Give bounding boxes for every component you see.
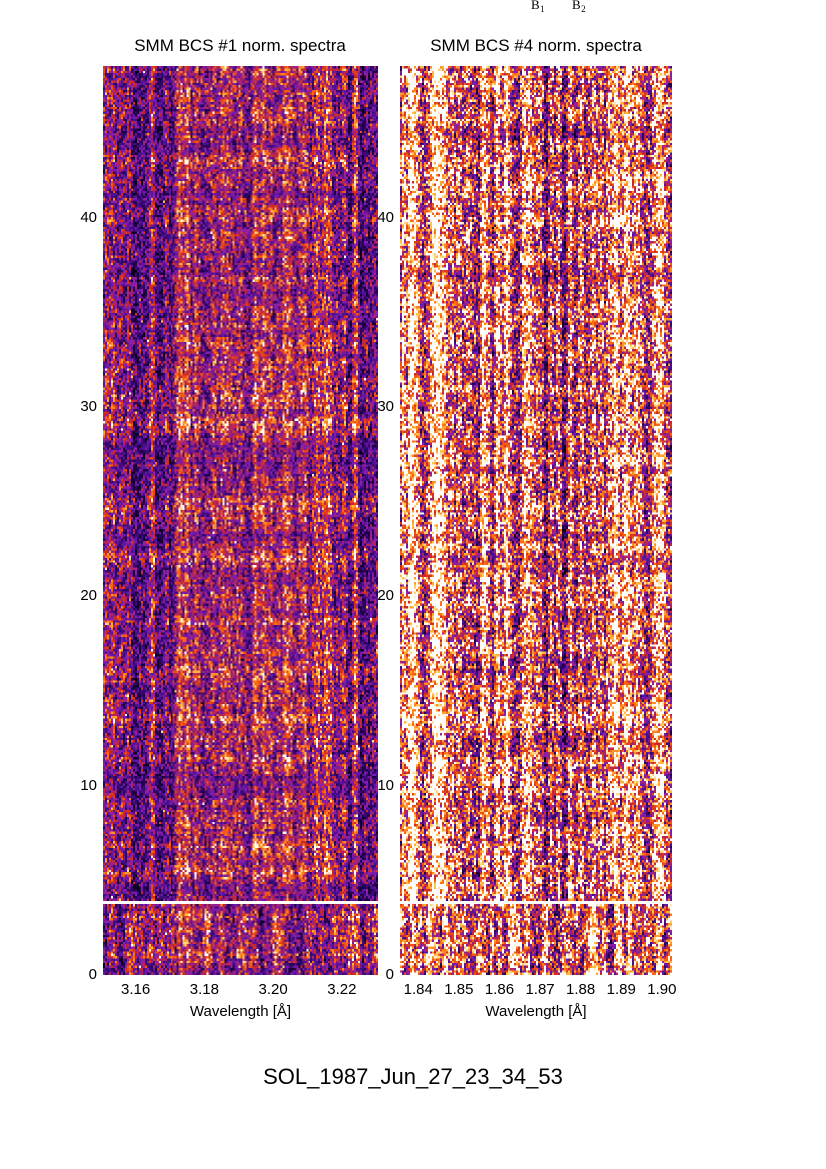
band-marker-subscript: 1 [540, 4, 545, 14]
xtick-bcs1-3_22: 3.22 [327, 981, 357, 998]
xaxis-label-bcs4: Wavelength [Å] [485, 1003, 587, 1020]
ytick-bcs4-20: 20 [377, 587, 394, 605]
xtick-bcs1-3_20: 3.20 [258, 981, 288, 998]
xtick-bcs4-1_85: 1.85 [444, 981, 474, 998]
band-marker-label: B [572, 0, 581, 12]
ytick-bcs1-20: 20 [80, 587, 97, 605]
band-marker-subscript: 2 [581, 4, 586, 14]
ytick-bcs1-30: 30 [80, 397, 97, 415]
spectrogram-image-bcs4-main [400, 66, 672, 901]
ytick-bcs4-30: 30 [377, 397, 394, 415]
ytick-bcs1-40: 40 [80, 208, 97, 226]
spectrogram-image-bcs1-main [103, 66, 378, 901]
band-marker-label: B [531, 0, 540, 12]
band-marker-b2: B2 [572, 0, 586, 14]
band-marker-b1: B1 [531, 0, 545, 14]
xtick-bcs4-1_87: 1.87 [525, 981, 555, 998]
panel-title-bcs4: SMM BCS #4 norm. spectra [430, 36, 642, 55]
spectrogram-image-bcs1-footer [103, 904, 378, 975]
figure-caption: SOL_1987_Jun_27_23_34_53 [263, 1064, 563, 1089]
ytick-bcs4-40: 40 [377, 208, 394, 226]
xtick-bcs1-3_18: 3.18 [189, 981, 219, 998]
ytick-bcs1-0: 0 [88, 966, 97, 983]
ytick-bcs1-10: 10 [80, 776, 97, 794]
xtick-bcs4-1_90: 1.90 [647, 981, 677, 998]
ytick-bcs4-0: 0 [385, 966, 394, 983]
spectrogram-image-bcs4-footer [400, 904, 672, 975]
xtick-bcs4-1_86: 1.86 [484, 981, 515, 998]
xaxis-label-bcs1: Wavelength [Å] [189, 1003, 292, 1020]
top-band-markers: B1 B2 [0, 0, 826, 18]
xtick-bcs4-1_84: 1.84 [403, 981, 433, 998]
xtick-bcs1-3_16: 3.16 [121, 981, 151, 998]
panel-title-bcs1: SMM BCS #1 norm. spectra [134, 36, 346, 55]
xtick-bcs4-1_88: 1.88 [566, 981, 596, 998]
xtick-bcs4-1_89: 1.89 [606, 981, 636, 998]
ytick-bcs4-10: 10 [377, 776, 394, 794]
